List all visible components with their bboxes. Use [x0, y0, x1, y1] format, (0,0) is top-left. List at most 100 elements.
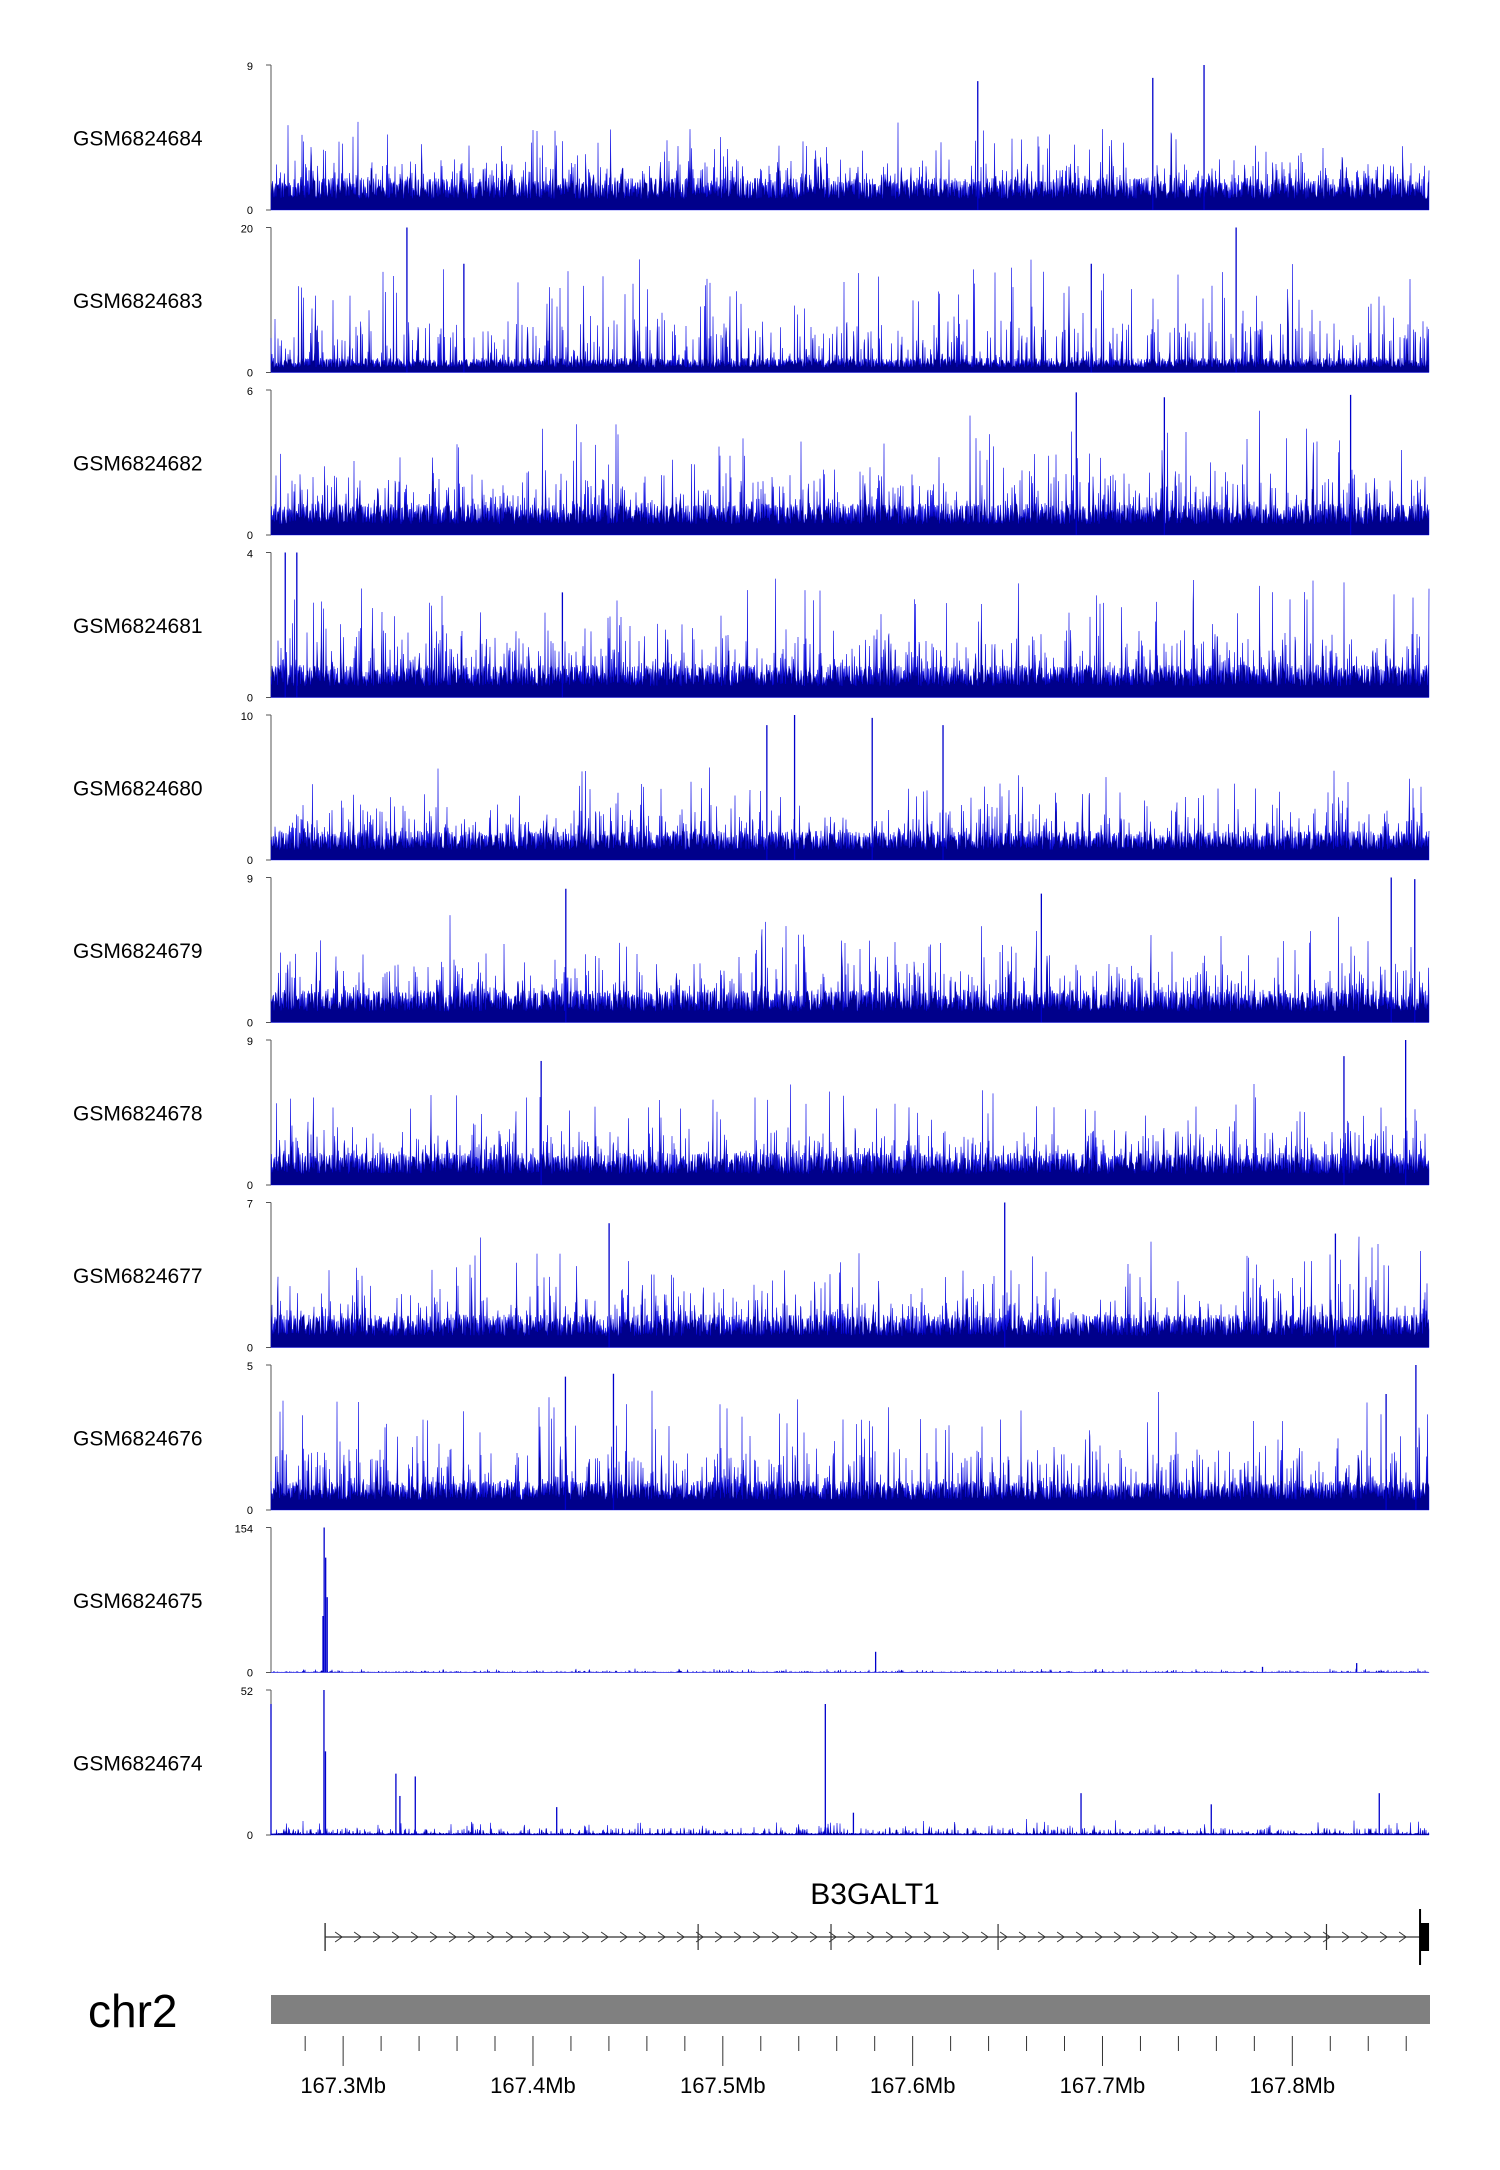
- strand-arrow: [1170, 1931, 1179, 1943]
- axis-tick-label: 167.3Mb: [300, 2073, 386, 2098]
- axis-tick-label: 167.4Mb: [490, 2073, 576, 2098]
- coverage-area: [270, 1668, 1430, 1673]
- track-label: GSM6824674: [73, 1753, 203, 1776]
- track-GSM6824678: GSM6824678 9 0: [73, 1036, 1430, 1192]
- axis-tick-label: 167.7Mb: [1060, 2073, 1146, 2098]
- strand-arrow: [1094, 1931, 1103, 1943]
- strand-arrow: [410, 1931, 419, 1943]
- strand-arrow: [942, 1931, 951, 1943]
- strand-arrow: [1360, 1931, 1369, 1943]
- track-ymax-label: 9: [247, 1036, 253, 1048]
- strand-arrow: [524, 1931, 533, 1943]
- coverage-area: [270, 410, 1430, 536]
- strand-arrow: [1265, 1931, 1274, 1943]
- strand-arrow: [486, 1931, 495, 1943]
- track-ymax-label: 4: [247, 549, 253, 561]
- track-ymin-label: 0: [247, 1668, 253, 1680]
- strand-arrow: [562, 1931, 571, 1943]
- track-ymin-label: 0: [247, 1505, 253, 1517]
- strand-arrow: [334, 1931, 343, 1943]
- track-GSM6824680: GSM6824680 10 0: [73, 711, 1430, 867]
- strand-arrow: [1037, 1931, 1046, 1943]
- coverage-area: [270, 121, 1430, 211]
- strand-arrow: [1056, 1931, 1065, 1943]
- strand-arrow: [1284, 1931, 1293, 1943]
- chromosome-ideogram-bar: [271, 1995, 1430, 2024]
- strand-arrow: [923, 1931, 932, 1943]
- track-label: GSM6824677: [73, 1265, 203, 1288]
- strand-arrow: [1341, 1931, 1350, 1943]
- strand-arrow: [1075, 1931, 1084, 1943]
- track-ymin-label: 0: [247, 1018, 253, 1030]
- strand-arrow: [1227, 1931, 1236, 1943]
- track-ymin-label: 0: [247, 205, 253, 217]
- strand-arrow: [790, 1931, 799, 1943]
- strand-arrow: [752, 1931, 761, 1943]
- track-ymax-label: 7: [247, 1199, 253, 1211]
- coverage-area: [270, 915, 1430, 1023]
- strand-arrow: [904, 1931, 913, 1943]
- strand-arrow: [1303, 1931, 1312, 1943]
- track-ymin-label: 0: [247, 1343, 253, 1355]
- strand-arrow: [809, 1931, 818, 1943]
- track-label: GSM6824681: [73, 615, 203, 638]
- track-GSM6824674: GSM6824674 52 0: [73, 1686, 1430, 1842]
- strand-arrow: [505, 1931, 514, 1943]
- track-GSM6824677: GSM6824677 7 0: [73, 1199, 1430, 1355]
- coverage-area: [270, 578, 1430, 698]
- strand-arrow: [429, 1931, 438, 1943]
- strand-arrow: [1398, 1931, 1407, 1943]
- coverage-area: [270, 1818, 1430, 1836]
- strand-arrow: [353, 1931, 362, 1943]
- strand-arrow: [1322, 1931, 1331, 1943]
- track-GSM6824679: GSM6824679 9 0: [73, 874, 1430, 1030]
- track-ymax-label: 10: [241, 711, 253, 723]
- gene-model-B3GALT1: [324, 1909, 1430, 1965]
- strand-arrow: [961, 1931, 970, 1943]
- strand-arrow: [1246, 1931, 1255, 1943]
- strand-arrow: [581, 1931, 590, 1943]
- track-ymax-label: 9: [247, 874, 253, 886]
- strand-arrow: [885, 1931, 894, 1943]
- strand-arrow: [866, 1931, 875, 1943]
- strand-arrow: [999, 1931, 1008, 1943]
- strand-arrow: [847, 1931, 856, 1943]
- strand-arrow: [1189, 1931, 1198, 1943]
- strand-arrow: [1151, 1931, 1160, 1943]
- coverage-area: [270, 1236, 1430, 1348]
- strand-arrow: [1208, 1931, 1217, 1943]
- track-label: GSM6824683: [73, 290, 203, 313]
- track-ymax-label: 154: [235, 1524, 253, 1536]
- strand-arrow: [619, 1931, 628, 1943]
- strand-arrow: [1113, 1931, 1122, 1943]
- strand-arrow: [733, 1931, 742, 1943]
- strand-arrow: [1379, 1931, 1388, 1943]
- track-label: GSM6824682: [73, 453, 203, 476]
- track-label: GSM6824676: [73, 1428, 203, 1451]
- axis-tick-label: 167.6Mb: [870, 2073, 956, 2098]
- strand-arrow: [714, 1931, 723, 1943]
- track-label: GSM6824678: [73, 1103, 203, 1126]
- track-label: GSM6824675: [73, 1590, 203, 1613]
- strand-arrow: [980, 1931, 989, 1943]
- track-GSM6824675: GSM6824675 154 0: [73, 1524, 1430, 1680]
- gene-annotation-track: B3GALT1: [324, 1878, 1430, 1965]
- track-ymin-label: 0: [247, 855, 253, 867]
- chromosome-label: chr2: [88, 1985, 177, 2037]
- track-ymin-label: 0: [247, 1830, 253, 1842]
- strand-arrow: [657, 1931, 666, 1943]
- track-label: GSM6824679: [73, 940, 203, 963]
- track-ymin-label: 0: [247, 693, 253, 705]
- track-GSM6824676: GSM6824676 5 0: [73, 1361, 1430, 1517]
- track-ymin-label: 0: [247, 368, 253, 380]
- strand-arrow: [638, 1931, 647, 1943]
- strand-arrow: [676, 1931, 685, 1943]
- track-GSM6824684: GSM6824684 9 0: [73, 61, 1430, 217]
- strand-arrow: [1132, 1931, 1141, 1943]
- strand-arrow: [543, 1931, 552, 1943]
- coverage-tracks: GSM682468490GSM6824683200GSM682468260GSM…: [73, 61, 1430, 1842]
- track-label: GSM6824680: [73, 778, 203, 801]
- genomic-axis: chr2 167.3Mb 167.4Mb 167.5Mb 167.6Mb 167.7Mb…: [88, 1985, 1430, 2098]
- track-GSM6824682: GSM6824682 6 0: [73, 386, 1430, 542]
